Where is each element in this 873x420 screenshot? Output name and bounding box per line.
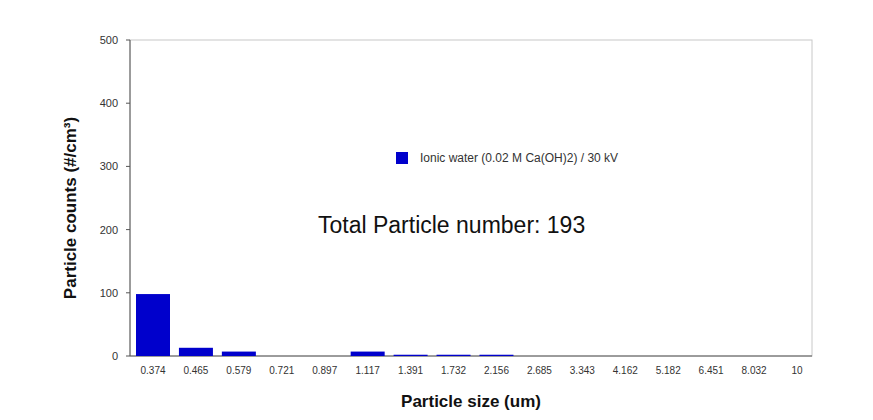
plot-frame xyxy=(130,40,812,356)
bars xyxy=(136,294,513,356)
x-tick-label: 1.117 xyxy=(356,365,381,376)
bar xyxy=(437,355,471,356)
x-tick-label: 4.162 xyxy=(613,365,638,376)
y-tick xyxy=(126,103,130,104)
y-tick-label: 200 xyxy=(100,224,118,236)
bar xyxy=(222,352,256,356)
legend-label: Ionic water (0.02 M Ca(OH)2) / 30 kV xyxy=(420,151,618,165)
y-tick xyxy=(126,229,130,230)
x-tick-label: 0.721 xyxy=(269,365,294,376)
bar xyxy=(651,356,685,357)
bar xyxy=(694,356,728,357)
chart: 0 100 200 300 400 500 0.374 0.465 0.579 0.721 0.89… xyxy=(0,0,873,420)
x-tick-label: 0.897 xyxy=(312,365,337,376)
y-tick-label: 0 xyxy=(112,350,118,362)
x-axis-title: Particle size (um) xyxy=(401,392,541,411)
x-tick-label: 0.579 xyxy=(226,365,251,376)
y-tick xyxy=(126,166,130,167)
y-tick-label: 100 xyxy=(100,287,118,299)
y-tick xyxy=(126,356,130,357)
bar xyxy=(136,294,170,356)
y-tick xyxy=(126,40,130,41)
y-axis xyxy=(130,40,131,356)
bar xyxy=(394,355,428,356)
legend-swatch xyxy=(396,152,408,164)
bar xyxy=(737,356,771,357)
x-tick-label: 2.685 xyxy=(527,365,552,376)
bar xyxy=(479,355,513,356)
bar xyxy=(608,356,642,357)
y-tick-label: 300 xyxy=(100,160,118,172)
bar xyxy=(565,356,599,357)
y-tick-label: 400 xyxy=(100,97,118,109)
x-tick-label: 1.732 xyxy=(441,365,466,376)
annotation: Total Particle number: 193 xyxy=(318,212,585,238)
y-tick xyxy=(126,292,130,293)
x-tick-label: 10 xyxy=(791,365,803,376)
x-tick-label: 5.182 xyxy=(656,365,681,376)
x-tick-label: 0.465 xyxy=(183,365,208,376)
bar xyxy=(522,356,556,357)
bar xyxy=(179,348,213,356)
x-tick-label: 2.156 xyxy=(484,365,509,376)
bar xyxy=(351,352,385,356)
y-tick-label: 500 xyxy=(100,34,118,46)
x-tick-label: 3.343 xyxy=(570,365,595,376)
x-tick-label: 8.032 xyxy=(742,365,767,376)
x-tick-label: 6.451 xyxy=(699,365,724,376)
bar xyxy=(265,356,299,357)
y-axis-title: Particle counts (#/cm³) xyxy=(61,117,80,299)
bar xyxy=(780,356,812,357)
x-tick-label: 1.391 xyxy=(398,365,423,376)
x-tick-label: 0.374 xyxy=(140,365,165,376)
bar xyxy=(308,356,342,357)
